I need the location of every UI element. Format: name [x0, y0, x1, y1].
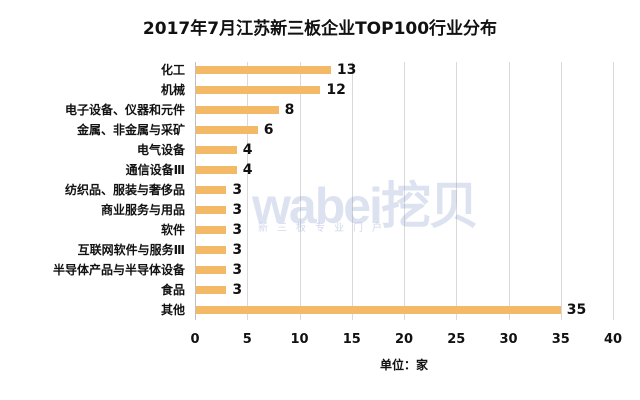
bar	[196, 206, 227, 214]
data-label: 3	[232, 262, 243, 278]
data-label: 3	[232, 202, 243, 218]
gridline	[404, 62, 405, 320]
category-label: 软件	[160, 223, 185, 237]
category-label: 金属、非金属与采矿	[76, 123, 185, 137]
data-label: 35	[566, 302, 587, 318]
x-tick-label: 5	[242, 332, 252, 347]
data-label: 8	[284, 102, 295, 118]
x-axis-label: 单位：家	[379, 358, 428, 372]
chart-title: 2017年7月江苏新三板企业TOP100行业分布	[142, 19, 498, 39]
x-tick-label: 10	[290, 332, 309, 347]
category-label: 食品	[160, 283, 185, 297]
category-label: 互联网软件与服务Ⅲ	[77, 243, 185, 257]
category-label: 纺织品、服装与奢侈品	[64, 183, 185, 197]
bar	[196, 66, 331, 74]
x-tick-label: 25	[447, 332, 466, 347]
bar	[196, 146, 237, 154]
data-label: 3	[232, 242, 243, 258]
gridline	[560, 62, 562, 320]
bar	[196, 306, 561, 314]
category-label: 其他	[160, 303, 185, 317]
category-label: 半导体产品与半导体设备	[52, 263, 185, 277]
category-label: 通信设备Ⅲ	[125, 163, 185, 177]
data-label: 3	[232, 222, 243, 238]
gridline	[247, 62, 249, 320]
data-label: 4	[242, 162, 253, 178]
bar	[196, 86, 321, 94]
data-label: 12	[326, 82, 346, 98]
gridline	[508, 62, 510, 320]
gridline	[299, 62, 301, 320]
bar	[196, 226, 227, 234]
gridline	[351, 62, 353, 320]
x-tick-label: 0	[190, 332, 200, 347]
bar	[196, 266, 227, 274]
category-label: 商业服务与用品	[100, 203, 185, 217]
x-tick-label: 15	[342, 332, 361, 347]
bar	[196, 186, 227, 194]
bar	[196, 106, 279, 114]
category-label: 机械	[160, 83, 185, 97]
category-label: 电子设备、仪器和元件	[64, 103, 185, 117]
bar	[196, 286, 227, 294]
data-label: 13	[336, 62, 357, 78]
x-tick-label: 35	[551, 332, 570, 347]
data-label: 4	[242, 142, 253, 158]
data-label: 6	[263, 122, 274, 138]
category-label: 电气设备	[136, 143, 185, 157]
gridline	[613, 62, 614, 320]
data-label: 3	[232, 182, 243, 198]
y-axis-line	[195, 62, 196, 320]
x-tick-label: 30	[499, 332, 518, 347]
x-tick-label: 40	[603, 332, 623, 347]
gridline	[456, 62, 458, 320]
data-label: 3	[232, 282, 243, 298]
bar	[196, 246, 227, 254]
bar	[196, 126, 258, 134]
category-label: 化工	[160, 63, 185, 77]
x-tick-label: 20	[394, 332, 414, 347]
bar	[196, 166, 237, 174]
